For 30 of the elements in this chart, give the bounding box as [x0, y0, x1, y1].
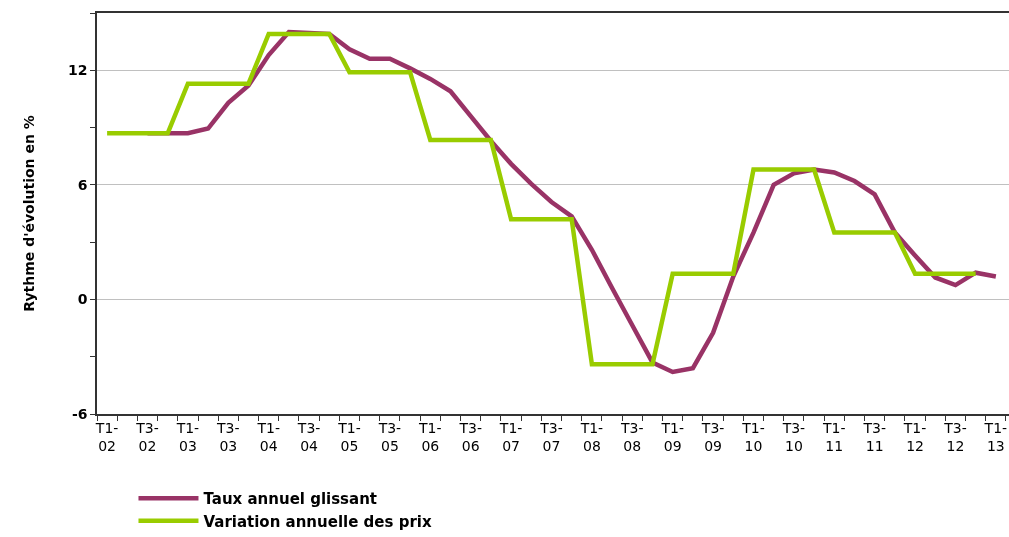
- x-tick-label: T3-11: [862, 419, 886, 454]
- x-tick-label: T1-07: [498, 419, 523, 454]
- x-tick-label: T1-05: [337, 419, 361, 454]
- x-tick-label: T1-09: [660, 419, 684, 454]
- y-tick-label: -6: [71, 405, 88, 422]
- x-tick-label: T1-10: [741, 419, 765, 454]
- y-tick-label: 0: [77, 291, 88, 308]
- y-tick-label: 12: [67, 62, 88, 79]
- x-tick-label: T1-06: [418, 419, 442, 454]
- x-tick-label: T3-02: [135, 419, 159, 454]
- x-tick-label: T3-07: [539, 419, 563, 454]
- x-tick-label: T3-12: [943, 419, 967, 454]
- x-tick-label: T1-04: [256, 419, 280, 454]
- x-tick-label: T3-10: [781, 419, 806, 454]
- x-tick-label: T3-08: [620, 419, 644, 454]
- x-tick-label: T1-02: [94, 419, 119, 454]
- y-axis-title: Rythme d'évolution en %: [21, 115, 38, 312]
- legend-label: Taux annuel glissant: [203, 490, 378, 509]
- x-tick-label: T1-11: [822, 419, 846, 454]
- x-tick-label: T1-03: [175, 419, 200, 454]
- y-tick-label: 6: [77, 176, 88, 193]
- x-tick-label: T3-04: [296, 419, 321, 454]
- x-tick-label: T1-13: [983, 419, 1008, 454]
- x-tick-label: T3-05: [377, 419, 402, 454]
- x-tick-label: T3-03: [216, 419, 240, 454]
- x-tick-label: T3-09: [700, 419, 725, 454]
- x-tick-label: T1-12: [902, 419, 927, 454]
- x-tick-label: T3-06: [458, 419, 482, 454]
- legend-label: Variation annuelle des prix: [203, 512, 432, 531]
- x-tick-label: T1-08: [579, 419, 604, 454]
